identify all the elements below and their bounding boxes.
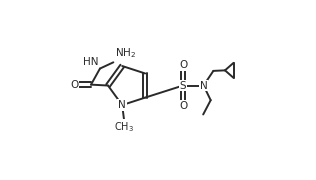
Text: N: N bbox=[118, 100, 126, 110]
Text: O: O bbox=[70, 80, 79, 90]
Text: S: S bbox=[180, 80, 186, 91]
Text: CH$_3$: CH$_3$ bbox=[114, 120, 134, 134]
Text: O: O bbox=[179, 101, 187, 111]
Text: NH$_2$: NH$_2$ bbox=[115, 46, 136, 60]
Text: O: O bbox=[179, 60, 187, 70]
Text: HN: HN bbox=[83, 57, 98, 67]
Text: N: N bbox=[200, 80, 207, 91]
